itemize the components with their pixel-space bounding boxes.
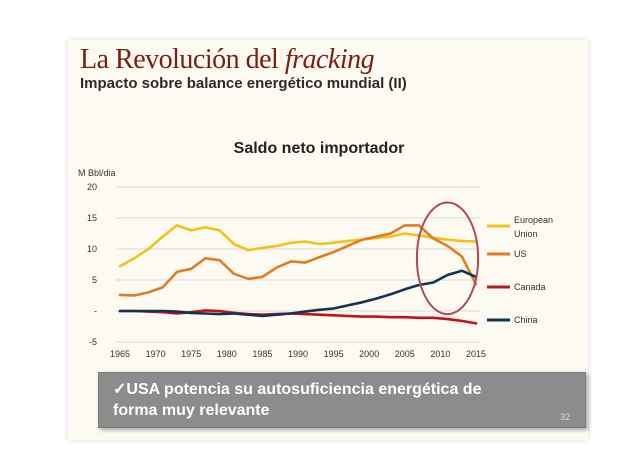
x-tick-label: 1975 [181,349,201,359]
y-axis-label: M Bbl/dia [78,168,116,178]
x-tick-label: 2010 [430,349,450,359]
series-line-china [118,269,478,318]
x-tick-label: 2015 [466,349,486,359]
callout-line-1: USA potencia su autosuficiencia energéti… [126,381,482,398]
y-tick-label: - [94,306,97,316]
callout-box: ✓USA potencia su autosuficiencia energét… [98,372,586,428]
y-tick-label: -5 [89,337,97,347]
x-tick-label: 1980 [217,349,237,359]
chart-title: Saldo neto importador [233,140,405,157]
x-tick-label: 1965 [110,349,130,359]
x-tick-label: 1985 [252,349,272,359]
slide-title: La Revolución del fracking [80,44,375,76]
y-tick-label: 20 [87,182,97,192]
callout-line-2: forma muy relevante [113,402,270,419]
y-tick-label: 5 [92,275,97,285]
legend-label: Union [514,229,538,239]
x-tick-label: 1995 [324,349,344,359]
slide-title-italic: fracking [284,44,375,75]
y-tick-label: 15 [87,213,97,223]
legend-label: US [514,249,527,259]
legend-label: China [514,315,538,325]
x-tick-label: 2005 [395,349,415,359]
legend-label: European [514,215,553,225]
page-number: 32 [560,412,571,422]
x-tick-label: 1990 [288,349,308,359]
slide-title-main: La Revolución del [80,44,285,75]
highlight-ellipse [415,201,480,316]
check-icon: ✓ [113,381,127,398]
series-line-european-union [118,224,478,268]
legend-label: Canada [514,282,546,292]
x-tick-label: 2000 [359,349,379,359]
y-tick-label: 10 [87,244,97,254]
slide-subtitle: Impacto sobre balance energético mundial… [80,75,407,92]
x-tick-label: 1970 [146,349,166,359]
series-line-us [118,224,478,297]
